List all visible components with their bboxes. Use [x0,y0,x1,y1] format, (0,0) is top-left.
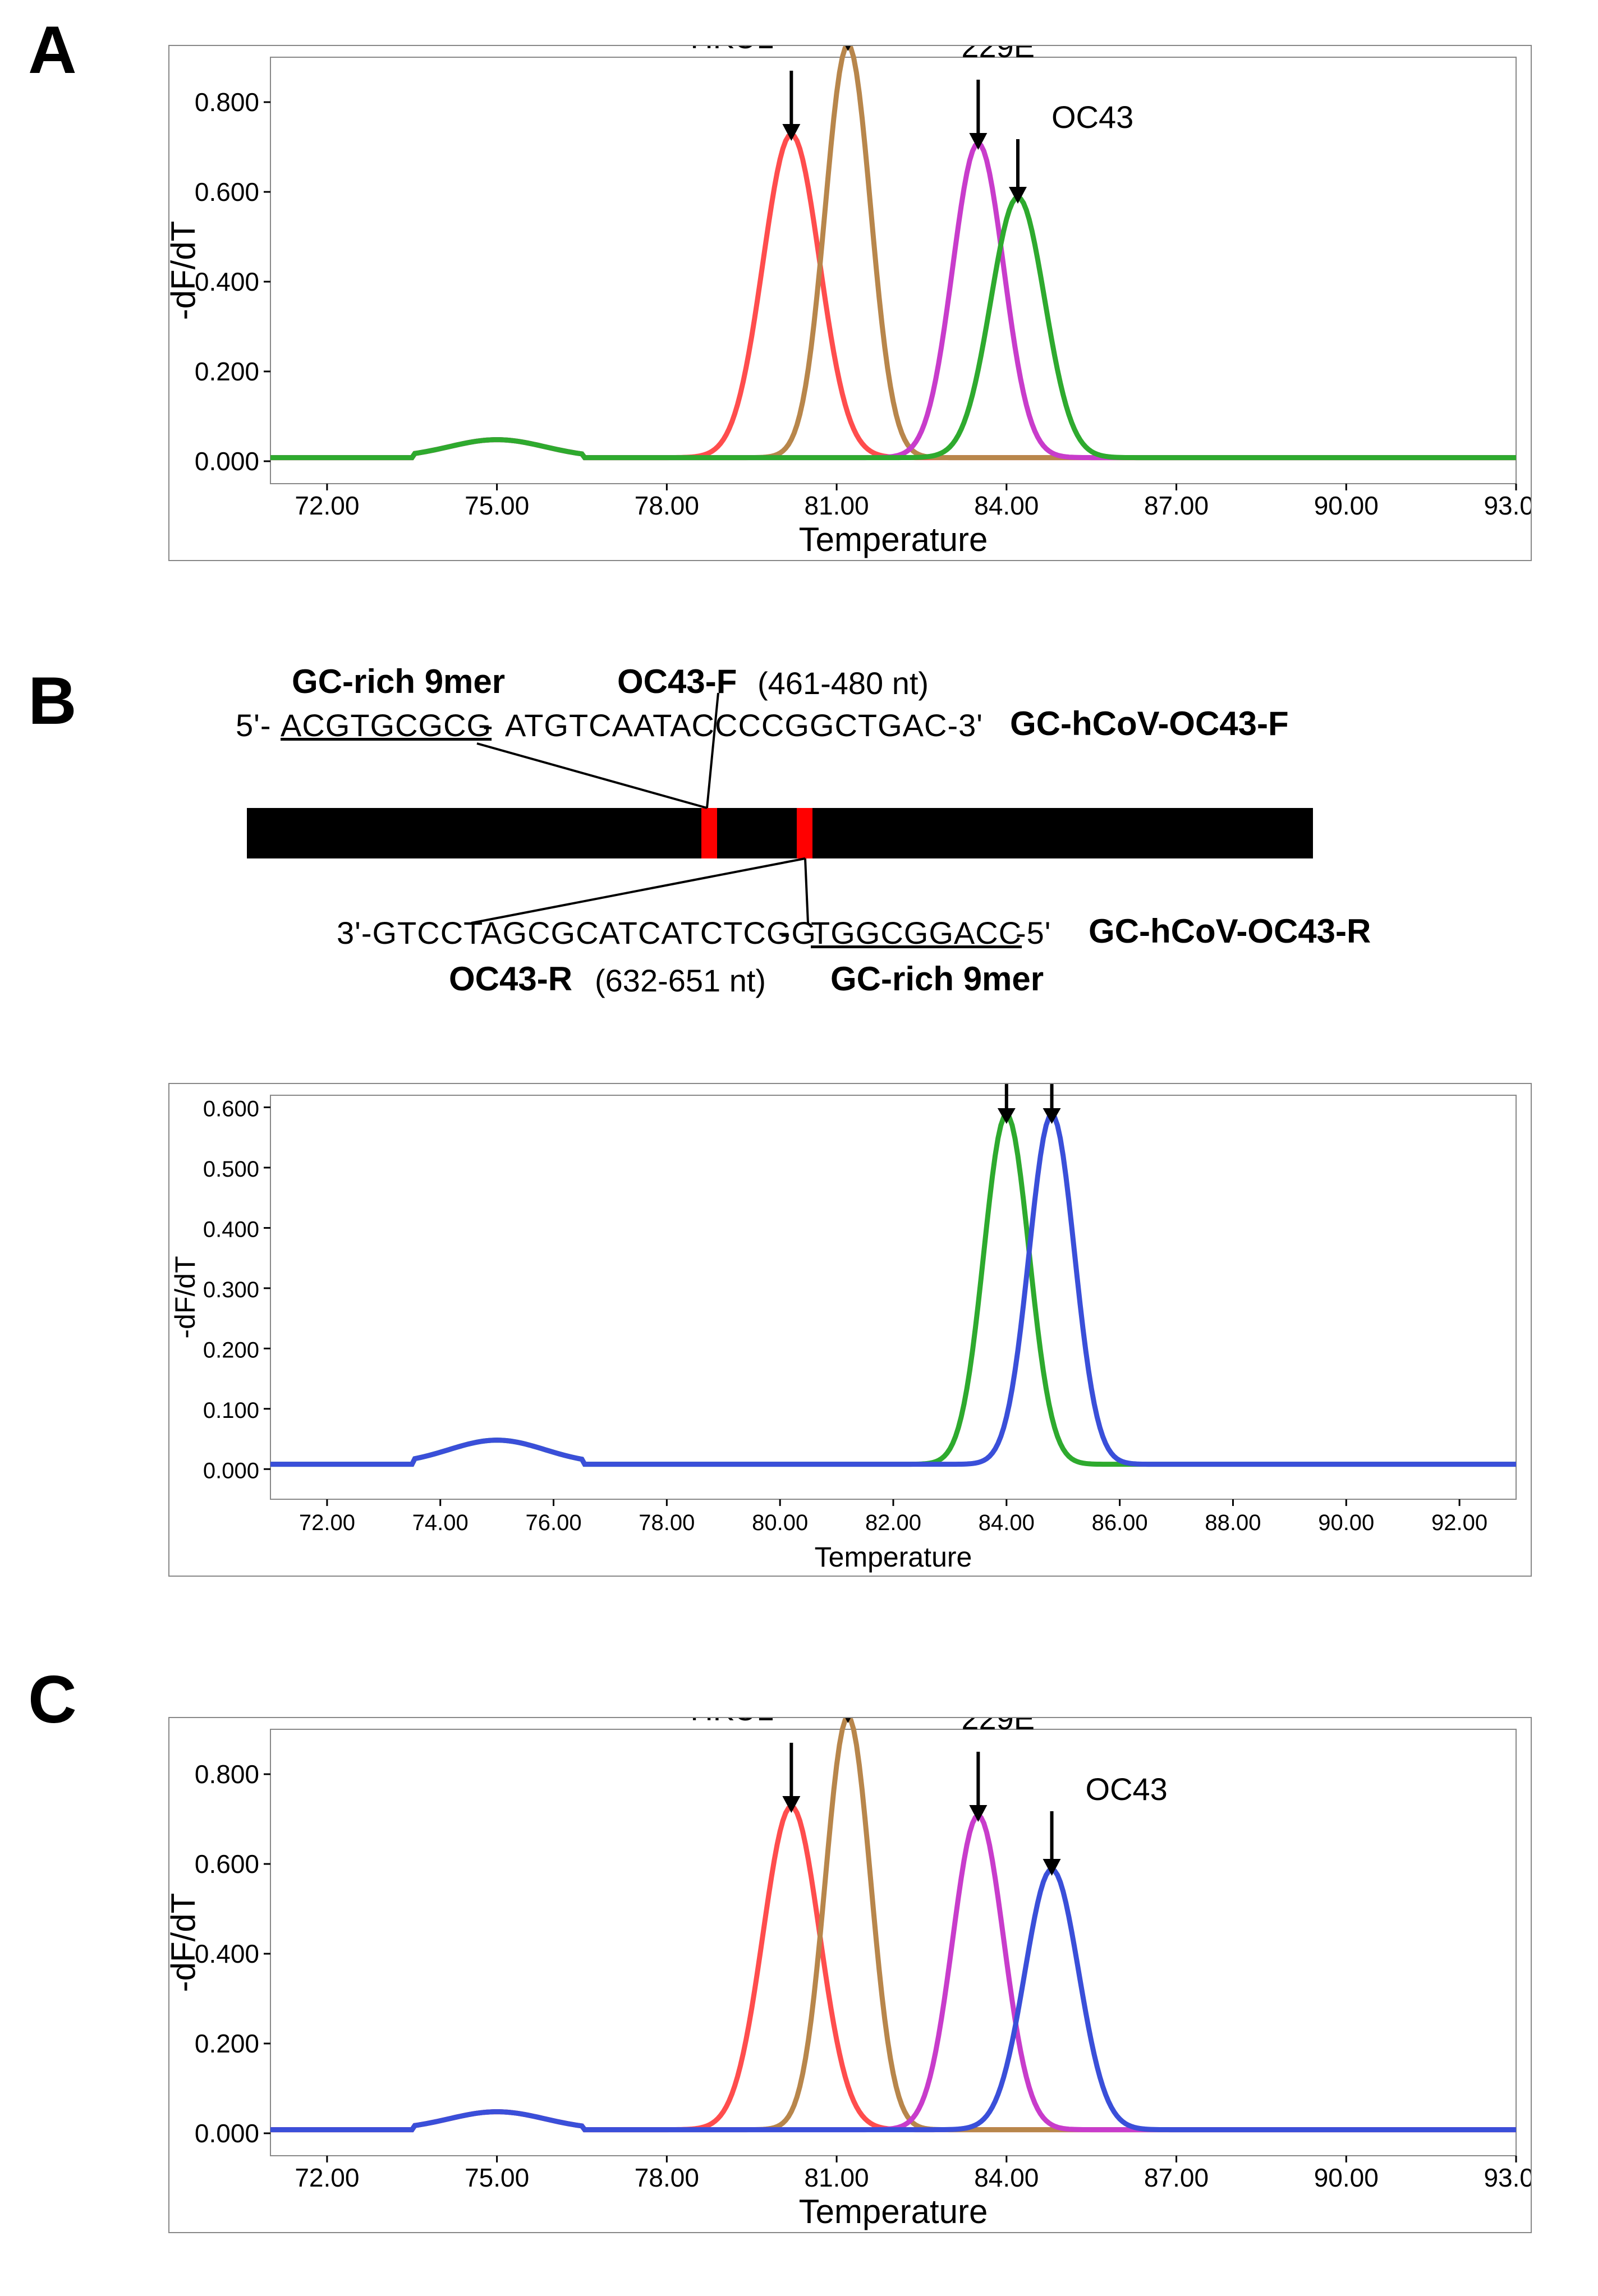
svg-text:0.600: 0.600 [195,1849,259,1879]
page-root: A 0.000 0.200 0.400 0.600 0.800 72.00 75.00 78.… [0,0,1598,2296]
svg-text:75.00: 75.00 [465,491,529,520]
chart-c-frame: 0.000 0.200 0.400 0.600 0.800 72.00 75.00 78.00… [168,1717,1532,2233]
svg-text:81.00: 81.00 [805,2163,869,2192]
svg-text:84.00: 84.00 [974,2163,1039,2192]
svg-text:90.00: 90.00 [1314,491,1379,520]
bot-seq-3: 3'-GTCCTAGCGCATCATCTCGG [337,915,816,951]
top-seq-5prime: 5'- [236,707,271,743]
gc-rich-label-bot: GC-rich 9mer [830,959,1044,998]
svg-text:0.000: 0.000 [195,2119,259,2148]
peak-label-OC43: OC43 [1051,99,1133,135]
peak-label-229E: 229E [961,46,1035,64]
chart-c-svg: 0.000 0.200 0.400 0.600 0.800 72.00 75.00 78.00… [169,1718,1532,2233]
svg-text:78.00: 78.00 [639,1510,695,1535]
peak-label-OC43: OC43 [1086,1771,1168,1807]
panel-letter-c: C [28,1661,77,1738]
oc43-r-label: OC43-R [449,959,572,998]
peak-label-229E: 229E [961,1718,1035,1736]
svg-text:74.00: 74.00 [412,1510,469,1535]
chart-b-svg: 0.000 0.100 0.200 0.300 0.400 0.500 0.600 72.00… [169,1084,1532,1577]
top-seq-rest: ATGTCAATACCCCGGCTGAC-3' [505,707,983,743]
top-seq-dash: - [483,707,494,743]
svg-text:80.00: 80.00 [752,1510,808,1535]
gene-bar [247,808,1313,858]
svg-text:0.500: 0.500 [203,1157,259,1182]
svg-text:0.400: 0.400 [203,1217,259,1242]
svg-text:-dF/dT: -dF/dT [169,221,202,320]
svg-text:87.00: 87.00 [1144,2163,1209,2192]
svg-text:88.00: 88.00 [1205,1510,1261,1535]
chart-a-frame: 0.000 0.200 0.400 0.600 0.800 72.00 75.00 78.00… [168,45,1532,561]
svg-text:Temperature: Temperature [815,1541,972,1573]
svg-text:72.00: 72.00 [295,2163,359,2192]
svg-text:0.000: 0.000 [195,447,259,476]
oc43-f-nt-range: (461-480 nt) [757,665,929,701]
bot-seq-5: -5' [1016,915,1051,951]
svg-text:72.00: 72.00 [299,1510,355,1535]
svg-text:82.00: 82.00 [865,1510,921,1535]
svg-text:-dF/dT: -dF/dT [169,1893,202,1992]
svg-text:72.00: 72.00 [295,491,359,520]
svg-text:86.00: 86.00 [1092,1510,1148,1535]
chart-a-svg: 0.000 0.200 0.400 0.600 0.800 72.00 75.00 78.00… [169,46,1532,561]
svg-text:0.300: 0.300 [203,1278,259,1302]
bot-seq-gc: TGGCGGACC [811,915,1022,951]
oc43-r-nt-range: (632-651 nt) [595,962,766,999]
svg-text:0.100: 0.100 [203,1398,259,1423]
svg-text:0.600: 0.600 [203,1096,259,1121]
svg-text:84.00: 84.00 [974,491,1039,520]
svg-text:-dF/dT: -dF/dT [169,1256,201,1338]
svg-text:87.00: 87.00 [1144,491,1209,520]
svg-text:0.000: 0.000 [203,1458,259,1483]
chart-b-frame: 0.000 0.100 0.200 0.300 0.400 0.500 0.600 72.00… [168,1083,1532,1577]
oc43-f-label: OC43-F [617,662,737,701]
panel-letter-a: A [28,11,77,89]
svg-text:76.00: 76.00 [525,1510,581,1535]
svg-text:78.00: 78.00 [635,2163,699,2192]
svg-text:0.800: 0.800 [195,1760,259,1789]
svg-text:84.00: 84.00 [979,1510,1035,1535]
svg-text:75.00: 75.00 [465,2163,529,2192]
svg-text:78.00: 78.00 [635,491,699,520]
svg-text:0.200: 0.200 [203,1338,259,1362]
svg-text:0.400: 0.400 [195,1939,259,1968]
svg-text:Temperature: Temperature [799,521,988,558]
svg-text:0.800: 0.800 [195,88,259,117]
top-seq-gc: ACGTGCGCG [281,707,492,743]
panel-letter-b: B [28,662,77,740]
svg-text:0.600: 0.600 [195,177,259,206]
svg-text:90.00: 90.00 [1314,2163,1379,2192]
svg-text:92.00: 92.00 [1431,1510,1487,1535]
bot-right-label: GC-hCoV-OC43-R [1089,912,1371,950]
top-right-label: GC-hCoV-OC43-F [1010,704,1289,743]
gene-marker-2 [797,808,812,858]
svg-text:0.200: 0.200 [195,357,259,386]
svg-text:0.400: 0.400 [195,267,259,296]
gene-marker-1 [701,808,717,858]
gc-rich-label-top: GC-rich 9mer [292,662,505,701]
svg-text:93.00: 93.00 [1484,491,1532,520]
svg-text:0.200: 0.200 [195,2029,259,2058]
svg-text:90.00: 90.00 [1318,1510,1374,1535]
svg-text:93.00: 93.00 [1484,2163,1532,2192]
svg-text:81.00: 81.00 [805,491,869,520]
bot-seq-dash: - [780,915,791,951]
panel-b-diagram: GC-rich 9mer OC43-F (461-480 nt) 5'- ACG… [213,662,1448,1044]
peak-label-HKU1: HKU1 [690,1718,774,1727]
svg-text:Temperature: Temperature [799,2193,988,2230]
peak-label-HKU1: HKU1 [690,46,774,55]
